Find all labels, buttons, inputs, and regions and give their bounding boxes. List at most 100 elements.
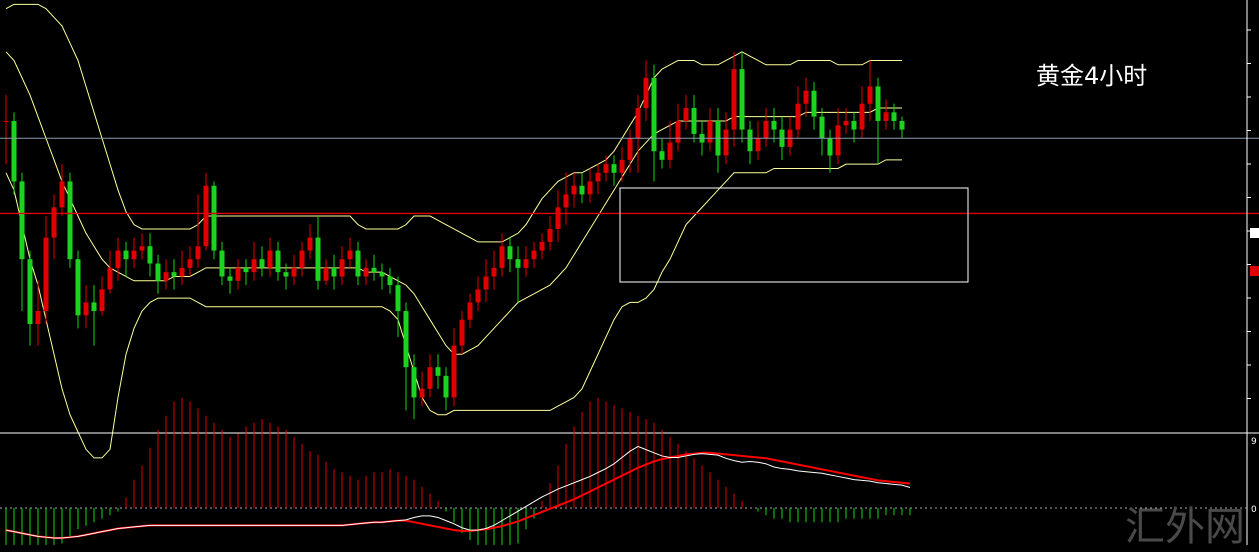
candle (507, 237, 513, 273)
candle (307, 224, 313, 260)
candle-body (451, 345, 457, 398)
candle (827, 129, 833, 173)
candle-body (235, 267, 241, 281)
candle-body (419, 388, 425, 398)
candle (819, 108, 825, 156)
candle (763, 108, 769, 147)
candle (491, 250, 497, 290)
candle-body (243, 267, 249, 273)
candle (683, 95, 689, 130)
candle (11, 112, 17, 195)
candle (611, 155, 617, 186)
candle-body (211, 185, 217, 251)
price-axis-ticks (1247, 29, 1251, 399)
candle-body (763, 120, 769, 139)
candle (755, 120, 761, 160)
candle-body (115, 250, 121, 268)
candle-body (843, 120, 849, 126)
candle-body (875, 86, 881, 121)
candle-body (835, 125, 841, 156)
candle (675, 103, 681, 152)
candle-body (363, 267, 369, 277)
candle-body (611, 164, 617, 173)
candle-body (203, 185, 209, 247)
candle-body (707, 120, 713, 143)
candle (51, 194, 57, 260)
candle-body (819, 116, 825, 139)
candle (131, 237, 137, 268)
candle-body (467, 302, 473, 320)
current-price-marker (1250, 228, 1259, 238)
candle (235, 259, 241, 290)
candle (387, 267, 393, 294)
candle (651, 64, 657, 182)
candle (259, 246, 265, 277)
candlesticks (3, 51, 905, 420)
candle (859, 86, 865, 139)
candle-body (891, 112, 897, 121)
candle (619, 146, 625, 182)
band-lower (5, 159, 902, 459)
candle-body (563, 194, 569, 208)
candle (363, 259, 369, 286)
candle-body (75, 259, 81, 316)
macd-pane: 0 9 (0, 397, 1257, 545)
candle (427, 354, 433, 398)
candle (195, 194, 201, 268)
candle (107, 250, 113, 294)
candle-body (43, 237, 49, 312)
candle-body (723, 129, 729, 156)
band-upper (5, 3, 902, 243)
candle (203, 172, 209, 251)
candle (891, 103, 897, 130)
candle (347, 237, 353, 268)
candle-body (731, 69, 737, 130)
candle (283, 263, 289, 290)
candle (563, 172, 569, 225)
candle (771, 108, 777, 143)
candle (835, 108, 841, 165)
candle (59, 164, 65, 216)
candle-body (251, 259, 257, 273)
candle (851, 112, 857, 143)
candle (667, 120, 673, 169)
candle-body (827, 138, 833, 156)
candle-body (635, 108, 641, 139)
candle-body (515, 259, 521, 268)
candle-body (227, 276, 233, 281)
candle-body (883, 112, 889, 121)
candle-body (131, 250, 137, 260)
candle-body (403, 311, 409, 368)
candle-body (547, 228, 553, 242)
candle-body (795, 103, 801, 130)
candle (587, 168, 593, 204)
candle-body (171, 272, 177, 277)
candle-body (155, 263, 161, 281)
candle-body (507, 246, 513, 260)
candle-body (51, 207, 57, 238)
candle (395, 276, 401, 337)
candle (67, 172, 73, 268)
candle-body (19, 181, 25, 260)
candle-body (851, 120, 857, 130)
candle (843, 108, 849, 134)
candle (451, 328, 457, 407)
candle (811, 82, 817, 130)
candle (747, 120, 753, 165)
candle (659, 138, 665, 169)
candle-body (195, 246, 201, 260)
candle-body (459, 319, 465, 346)
candle-body (643, 77, 649, 108)
candle-body (331, 267, 337, 277)
candle (355, 241, 361, 286)
candle-body (675, 120, 681, 143)
candle-body (531, 250, 537, 260)
candle (515, 246, 521, 303)
macd-top-label: 9 (1251, 437, 1257, 447)
candle-body (683, 108, 689, 121)
candle (43, 216, 49, 324)
candle (99, 276, 105, 316)
candle (315, 216, 321, 290)
candle (643, 60, 649, 121)
